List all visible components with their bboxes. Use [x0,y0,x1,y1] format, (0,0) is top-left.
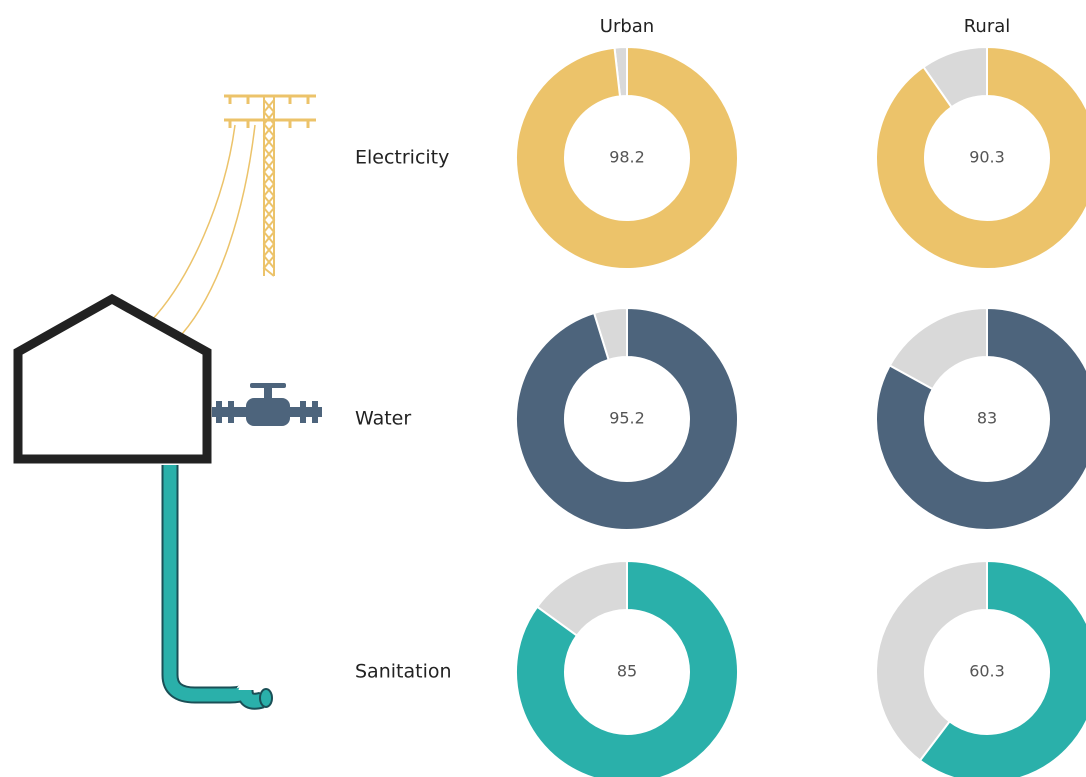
row-label: Electricity [355,147,449,169]
power-pole [149,94,316,335]
row-label: Sanitation [355,661,452,683]
donut-segment [515,45,739,270]
value-label: 60.3 [969,662,1005,681]
value-label: 90.3 [969,148,1005,167]
value-label: 98.2 [609,148,645,167]
donut-segment [875,45,1086,270]
donut-remainder [875,559,988,762]
donut-segment [875,306,1086,531]
donut-segment [515,559,739,777]
illustration [13,94,322,710]
house [13,293,212,464]
valve [212,383,322,426]
donut-segment [515,306,739,531]
pipe [161,465,273,710]
value-label: 95.2 [609,409,645,428]
column-header: Rural [964,16,1011,37]
row-label: Water [355,408,411,430]
column-header: Urban [600,16,654,37]
value-label: 83 [977,409,997,428]
value-label: 85 [617,662,637,681]
